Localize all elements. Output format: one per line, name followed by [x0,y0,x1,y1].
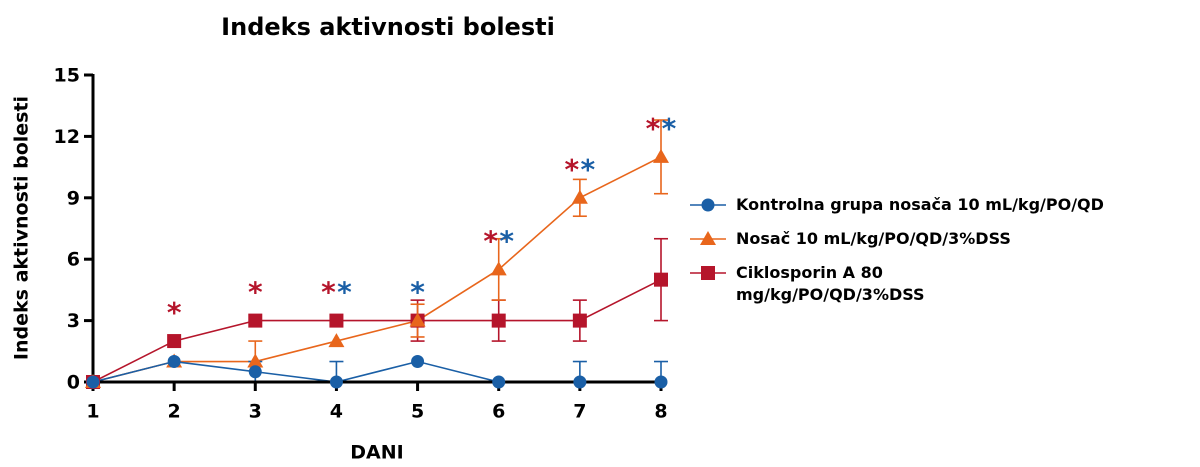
point [492,375,506,389]
x-tick-label: 1 [86,401,99,423]
legend-label: Nosač 10 mL/kg/PO/QD/3%DSS [736,229,1011,248]
series-line [92,278,662,383]
legend-symbol [690,231,726,245]
legend-entry: Kontrolna grupa nosača 10 mL/kg/PO/QD [690,194,1104,216]
significance-mark: * [662,112,677,145]
legend: Kontrolna grupa nosača 10 mL/kg/PO/QD Nos… [690,194,1104,318]
significance-mark: * [167,296,182,329]
legend-symbol [690,198,726,212]
point [490,261,507,276]
legend-entry: Ciklosporin A 80 mg/kg/PO/QD/3%DSS [690,262,1006,306]
legend-label: Ciklosporin A 80 mg/kg/PO/QD/3%DSS [736,263,925,304]
significance-mark: * [248,276,263,309]
point [572,313,587,328]
significance-mark: * [646,112,661,145]
point [654,272,668,287]
significance-mark: * [499,224,514,257]
significance-mark: * [321,276,336,309]
legend-entry: Nosač 10 mL/kg/PO/QD/3%DSS [690,228,1011,250]
point [701,266,715,280]
point [329,375,343,389]
point [654,375,668,389]
point [571,189,588,204]
x-tick-label: 2 [168,401,181,423]
x-tick-label: 6 [492,401,505,423]
x-tick-label: 7 [573,401,586,423]
y-tick-label: 15 [54,65,80,87]
legend-symbol [690,266,726,280]
y-tick-label: 12 [54,126,80,148]
y-tick-label: 0 [67,372,80,394]
point [411,355,425,369]
significance-mark: * [410,276,425,309]
y-axis-label: Indeks aktivnosti bolesti [11,96,33,360]
point [167,334,182,349]
point [573,375,587,389]
point [328,333,345,348]
significance-mark: * [483,224,498,257]
y-tick-label: 3 [67,310,80,332]
point [491,313,506,328]
series-line [92,156,662,383]
y-tick-label: 6 [67,249,80,271]
significance-mark: * [565,153,580,186]
x-axis-label: DANI [350,442,403,464]
point [409,312,426,327]
point [167,355,181,369]
y-tick-label: 9 [67,187,80,209]
significance-mark: * [337,276,352,309]
x-tick-label: 3 [249,401,262,423]
point [247,353,264,368]
x-tick-label: 5 [411,401,424,423]
x-tick-label: 4 [330,401,343,423]
point [701,198,715,212]
chart-title: Indeks aktivnosti bolesti [221,13,555,41]
point [248,365,262,379]
point [86,375,100,389]
point [329,313,344,328]
significance-mark: * [581,153,596,186]
x-tick-label: 8 [654,401,667,423]
point [653,148,669,163]
point [700,231,716,245]
point [248,313,263,328]
legend-label: Kontrolna grupa nosača 10 mL/kg/PO/QD [736,195,1104,214]
